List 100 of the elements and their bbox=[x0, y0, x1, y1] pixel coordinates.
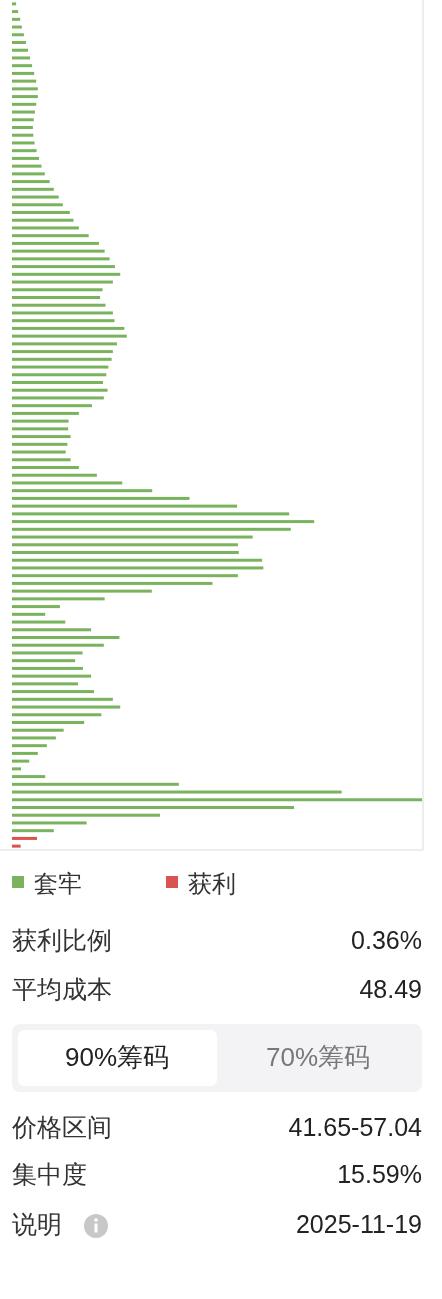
bar bbox=[12, 597, 105, 601]
bar bbox=[12, 651, 83, 655]
bar bbox=[12, 48, 28, 52]
bar bbox=[12, 319, 115, 323]
bar bbox=[12, 744, 47, 748]
bar bbox=[12, 33, 24, 37]
bar bbox=[12, 110, 35, 114]
bar bbox=[12, 798, 422, 802]
bar bbox=[12, 64, 33, 68]
bar bbox=[12, 566, 264, 570]
bar bbox=[12, 527, 291, 531]
text: 获利比例 bbox=[12, 925, 112, 954]
bar bbox=[12, 311, 113, 315]
bar bbox=[12, 489, 153, 493]
bar bbox=[12, 721, 85, 724]
bar bbox=[12, 813, 161, 817]
legend-label: 获利 bbox=[188, 870, 236, 898]
bar bbox=[12, 195, 59, 199]
bar bbox=[12, 149, 37, 153]
text: 0.36% bbox=[351, 925, 422, 954]
text: 集中度 bbox=[12, 1159, 87, 1188]
bar bbox=[12, 211, 70, 214]
bar bbox=[12, 628, 92, 632]
bar bbox=[12, 272, 121, 276]
bar bbox=[12, 133, 34, 137]
bar bbox=[12, 396, 104, 400]
bar bbox=[12, 682, 79, 686]
bar bbox=[12, 520, 315, 524]
bar bbox=[12, 659, 76, 663]
bar bbox=[12, 303, 106, 307]
bar bbox=[12, 759, 30, 763]
bar bbox=[12, 79, 37, 83]
bar bbox=[12, 767, 22, 771]
bar bbox=[12, 141, 35, 145]
bar bbox=[12, 551, 239, 554]
bar bbox=[12, 751, 38, 755]
bar bbox=[12, 265, 115, 269]
bar bbox=[12, 473, 97, 477]
bar bbox=[12, 435, 71, 439]
bar bbox=[12, 728, 64, 732]
bar bbox=[12, 2, 17, 6]
bar bbox=[12, 95, 38, 99]
bar bbox=[12, 241, 99, 245]
bar bbox=[12, 257, 110, 261]
bar bbox=[12, 790, 342, 794]
bar bbox=[12, 821, 87, 825]
bar bbox=[12, 450, 66, 454]
bar bbox=[12, 697, 113, 701]
bar bbox=[12, 218, 74, 222]
bar bbox=[12, 605, 60, 609]
bar bbox=[12, 442, 68, 446]
bar bbox=[12, 25, 22, 29]
bar bbox=[12, 736, 56, 740]
bar bbox=[12, 41, 26, 44]
bar bbox=[12, 558, 263, 562]
bar bbox=[12, 705, 121, 709]
bar bbox=[12, 713, 102, 717]
bar bbox=[12, 404, 92, 408]
bar bbox=[12, 365, 109, 369]
bar bbox=[12, 10, 19, 14]
bar bbox=[12, 56, 31, 60]
bar bbox=[12, 581, 213, 585]
bar bbox=[12, 504, 238, 508]
bar bbox=[12, 334, 127, 338]
bar bbox=[12, 574, 238, 578]
bar bbox=[12, 342, 117, 346]
bar bbox=[12, 381, 104, 384]
bar bbox=[12, 226, 79, 230]
bar bbox=[12, 17, 21, 21]
bar bbox=[12, 466, 79, 469]
bar bbox=[12, 87, 38, 91]
text: 说明 bbox=[12, 1209, 62, 1238]
bar bbox=[12, 296, 101, 299]
text: 41.65-57.04 bbox=[288, 1112, 423, 1141]
bar bbox=[12, 102, 37, 106]
bar bbox=[12, 280, 113, 284]
bar bbox=[12, 589, 152, 593]
bar bbox=[12, 187, 54, 191]
bar bbox=[12, 126, 33, 129]
bar bbox=[12, 118, 34, 122]
bar bbox=[12, 419, 69, 423]
bar bbox=[12, 775, 46, 779]
bar bbox=[12, 180, 50, 184]
bar bbox=[12, 643, 104, 647]
bar bbox=[12, 164, 42, 168]
bar bbox=[12, 666, 83, 670]
text: 价格区间 bbox=[11, 1112, 112, 1141]
bar bbox=[12, 156, 40, 160]
text: 70%筹码 bbox=[265, 1041, 371, 1072]
bar bbox=[12, 690, 94, 694]
bar bbox=[12, 203, 63, 207]
bar bbox=[12, 636, 120, 639]
bar bbox=[12, 543, 238, 547]
bar bbox=[12, 496, 190, 500]
bar bbox=[12, 782, 179, 786]
text: 90%筹码 bbox=[64, 1041, 170, 1072]
text: 2025-11-19 bbox=[295, 1209, 422, 1238]
bar bbox=[12, 411, 79, 415]
bar bbox=[12, 288, 103, 292]
bar bbox=[12, 512, 290, 516]
